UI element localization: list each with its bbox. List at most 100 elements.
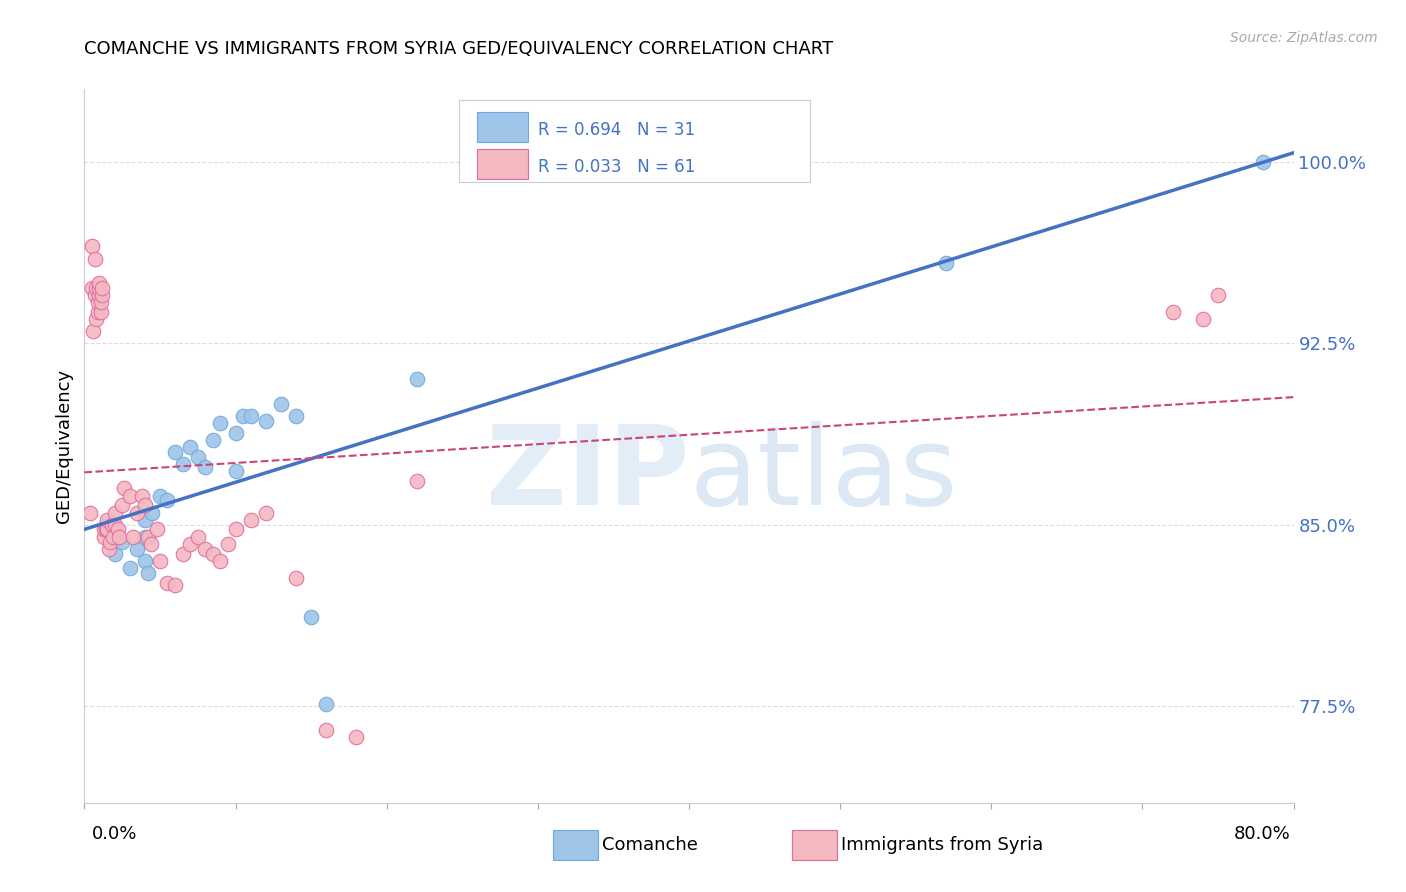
Point — [84, 252, 107, 266]
Point — [187, 530, 209, 544]
Point — [89, 288, 111, 302]
Point — [118, 561, 141, 575]
Text: Source: ZipAtlas.com: Source: ZipAtlas.com — [1230, 31, 1378, 45]
Point — [89, 276, 111, 290]
Point — [406, 372, 429, 386]
Text: ZIP: ZIP — [485, 421, 689, 528]
Point — [163, 578, 186, 592]
Point — [136, 530, 159, 544]
Point — [100, 517, 122, 532]
Point — [87, 304, 110, 318]
Point — [86, 280, 108, 294]
Point — [134, 554, 156, 568]
Point — [172, 457, 194, 471]
Point — [108, 530, 131, 544]
Point — [315, 723, 337, 738]
Point — [172, 547, 194, 561]
Point — [91, 280, 114, 294]
Point — [84, 288, 107, 302]
Point — [98, 534, 121, 549]
Point — [111, 534, 134, 549]
Point — [1251, 154, 1274, 169]
Point — [87, 295, 110, 310]
Point — [139, 537, 162, 551]
Point — [93, 523, 115, 537]
Point — [127, 541, 149, 556]
Text: COMANCHE VS IMMIGRANTS FROM SYRIA GED/EQUIVALENCY CORRELATION CHART: COMANCHE VS IMMIGRANTS FROM SYRIA GED/EQ… — [84, 40, 834, 58]
Point — [225, 523, 247, 537]
Point — [118, 489, 141, 503]
Point — [96, 523, 118, 537]
Point — [239, 513, 262, 527]
Point — [1161, 304, 1184, 318]
Point — [284, 571, 308, 585]
Point — [121, 530, 143, 544]
Point — [134, 513, 156, 527]
Point — [134, 530, 156, 544]
Point — [80, 280, 103, 294]
Text: Comanche: Comanche — [602, 836, 697, 854]
Point — [1191, 312, 1213, 326]
FancyBboxPatch shape — [460, 100, 810, 182]
Point — [232, 409, 254, 423]
Point — [93, 530, 115, 544]
Point — [156, 493, 179, 508]
Text: 80.0%: 80.0% — [1234, 825, 1291, 843]
Point — [146, 523, 169, 537]
Point — [79, 506, 101, 520]
FancyBboxPatch shape — [478, 112, 529, 142]
Point — [935, 256, 957, 270]
Point — [90, 304, 112, 318]
Point — [131, 489, 153, 503]
Point — [96, 513, 118, 527]
Point — [254, 506, 277, 520]
Point — [101, 530, 124, 544]
Y-axis label: GED/Equivalency: GED/Equivalency — [55, 369, 73, 523]
Text: atlas: atlas — [689, 421, 957, 528]
Point — [201, 547, 224, 561]
Point — [163, 445, 186, 459]
Point — [299, 609, 322, 624]
Point — [82, 324, 104, 338]
Point — [187, 450, 209, 464]
Point — [239, 409, 262, 423]
Point — [209, 416, 232, 430]
Point — [179, 537, 201, 551]
Point — [284, 409, 308, 423]
Point — [254, 414, 277, 428]
Point — [194, 459, 217, 474]
Point — [86, 312, 108, 326]
Point — [104, 506, 127, 520]
Point — [149, 554, 172, 568]
Point — [94, 517, 117, 532]
Point — [346, 731, 368, 745]
Point — [179, 440, 201, 454]
Text: Immigrants from Syria: Immigrants from Syria — [841, 836, 1043, 854]
Point — [194, 541, 217, 556]
Point — [104, 523, 127, 537]
Point — [156, 575, 179, 590]
FancyBboxPatch shape — [478, 149, 529, 179]
Text: 0.0%: 0.0% — [91, 825, 136, 843]
Text: R = 0.033   N = 61: R = 0.033 N = 61 — [538, 158, 695, 176]
Point — [270, 397, 292, 411]
Point — [149, 489, 172, 503]
Point — [217, 537, 239, 551]
Point — [104, 517, 127, 532]
Point — [91, 288, 114, 302]
Point — [209, 554, 232, 568]
Point — [104, 547, 127, 561]
Point — [97, 541, 120, 556]
Point — [112, 481, 135, 495]
Point — [1206, 288, 1229, 302]
Point — [90, 295, 112, 310]
Point — [111, 498, 134, 512]
Point — [94, 523, 117, 537]
Point — [201, 433, 224, 447]
Point — [225, 464, 247, 478]
Point — [315, 697, 337, 711]
Point — [141, 506, 163, 520]
Point — [225, 425, 247, 440]
Point — [89, 280, 111, 294]
Point — [136, 566, 159, 580]
